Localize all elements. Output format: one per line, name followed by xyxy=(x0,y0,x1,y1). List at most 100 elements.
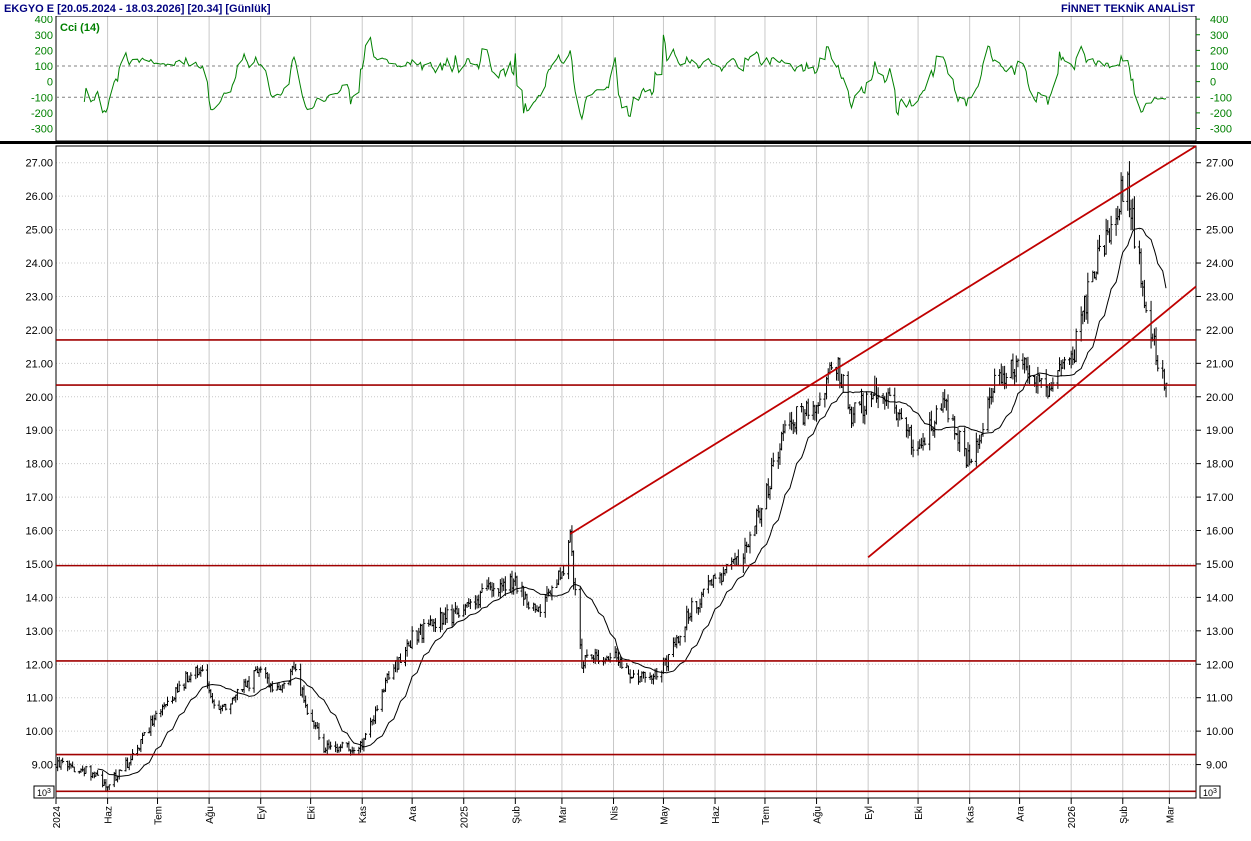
ohlc-bar xyxy=(631,669,635,679)
price-tick-label-left: 10.00 xyxy=(25,726,53,738)
cci-legend: Cci (14) xyxy=(60,22,100,34)
cci-tick-label-left: 0 xyxy=(47,77,53,89)
ohlc-bar xyxy=(457,608,461,618)
ohlc-bar xyxy=(189,672,193,683)
price-tick-label-left: 16.00 xyxy=(25,526,53,538)
ohlc-bar xyxy=(795,406,799,435)
ohlc-bar xyxy=(1063,356,1067,370)
price-tick-label-right: 27.00 xyxy=(1206,158,1234,170)
ohlc-bar xyxy=(923,437,927,446)
panel-divider xyxy=(0,141,1251,144)
x-tick-label: Mar xyxy=(558,805,569,823)
cci-tick-label-right: 200 xyxy=(1210,45,1228,57)
ohlc-bar xyxy=(690,597,694,622)
ohlc-bar xyxy=(643,671,647,683)
cci-tick-label-right: 0 xyxy=(1210,77,1216,89)
trend-lines xyxy=(569,145,1197,558)
ohlc-bar xyxy=(876,387,880,409)
price-tick-label-left: 21.00 xyxy=(25,358,53,370)
price-tick-label-left: 25.00 xyxy=(25,225,53,237)
x-tick-label: Haz xyxy=(104,806,115,824)
x-tick-label: Haz xyxy=(711,806,722,824)
price-tick-label-left: 17.00 xyxy=(25,492,53,504)
ohlc-bar xyxy=(1004,372,1008,389)
cci-tick-label-left: 300 xyxy=(35,30,53,42)
ohlc-bar xyxy=(84,765,88,774)
x-tick-label: Eki xyxy=(307,806,318,820)
ohlc-bar xyxy=(294,663,298,672)
cci-tick-label-left: -100 xyxy=(31,92,53,104)
ohlc-bar xyxy=(1156,355,1160,372)
x-tick-label: Mar xyxy=(1165,805,1176,823)
ohlc-bar xyxy=(503,576,507,596)
price-tick-label-right: 24.00 xyxy=(1206,258,1234,270)
ohlc-bar xyxy=(166,696,170,707)
grid xyxy=(55,16,1196,798)
price-tick-label-left: 27.00 xyxy=(25,158,53,170)
unit-label-left-box xyxy=(33,785,55,799)
ohlc-bar xyxy=(1097,234,1101,252)
ohlc-bar xyxy=(573,577,577,596)
trend-line xyxy=(569,145,1197,535)
price-tick-label-right: 13.00 xyxy=(1206,626,1234,638)
price-tick-label-right: 11.00 xyxy=(1206,693,1233,705)
price-panel: 9.00 9.00 10.00 10.00 11.00 11.00 12.00 12.00 13… xyxy=(25,145,1234,799)
price-tick-label-left: 26.00 xyxy=(25,191,53,203)
ohlc-bar xyxy=(1039,378,1043,388)
price-tick-label-right: 22.00 xyxy=(1206,325,1234,337)
price-tick-label-right: 23.00 xyxy=(1206,291,1234,303)
price-tick-label-left: 22.00 xyxy=(25,325,53,337)
ohlc-bar xyxy=(550,585,554,601)
ohlc-bar xyxy=(177,680,181,693)
x-tick-label: Eki xyxy=(914,806,925,820)
ohlc-bar xyxy=(934,405,938,425)
x-tick-label: May xyxy=(659,806,670,825)
ohlc-bar xyxy=(841,374,845,393)
price-tick-label-right: 14.00 xyxy=(1206,592,1234,604)
x-tick-label: 2024 xyxy=(52,806,63,829)
x-tick-label: Kas xyxy=(358,806,369,823)
ohlc-bar xyxy=(993,368,997,394)
price-tick-label-left: 18.00 xyxy=(25,459,53,471)
ohlc-bar xyxy=(713,573,717,579)
cci-reference-lines xyxy=(56,65,1196,98)
ohlc-bar xyxy=(375,705,379,712)
cci-tick-label-left: -300 xyxy=(31,124,53,136)
unit-label-right: 103 xyxy=(1203,788,1217,798)
ohlc-bar xyxy=(538,604,542,617)
ohlc-bar xyxy=(468,599,472,610)
ohlc-bar xyxy=(72,766,76,773)
x-tick-label: Şub xyxy=(511,806,522,824)
cci-tick-label-right: -300 xyxy=(1210,124,1232,136)
price-tick-label-left: 13.00 xyxy=(25,626,53,638)
cci-tick-label-right: -200 xyxy=(1210,108,1232,120)
chart-header-title: EKGYO E [20.05.2024 - 18.03.2026] [20.34… xyxy=(4,3,271,15)
ohlc-bar xyxy=(830,361,834,370)
ohlc-bar xyxy=(212,699,216,709)
price-panel-frame xyxy=(55,145,1197,799)
ohlc-bar xyxy=(853,402,857,424)
x-tick-label: Tem xyxy=(154,806,165,825)
ohlc-bar xyxy=(585,649,589,658)
ohlc-bar xyxy=(317,722,321,740)
ohlc-bar xyxy=(142,731,146,736)
ohlc-bar xyxy=(1132,196,1136,249)
cci-tick-label-left: 200 xyxy=(35,45,53,57)
price-tick-label-right: 20.00 xyxy=(1206,392,1234,404)
price-tick-label-left: 24.00 xyxy=(25,258,53,270)
price-tick-label-left: 12.00 xyxy=(25,659,53,671)
ohlc-bar xyxy=(200,665,204,672)
ohlc-bar xyxy=(433,618,437,633)
price-tick-label-right: 26.00 xyxy=(1206,191,1234,203)
ohlc-bar xyxy=(492,582,496,597)
ohlc-bar xyxy=(864,391,868,415)
cci-tick-label-left: 100 xyxy=(35,61,53,73)
ohlc-bar xyxy=(422,618,426,643)
price-tick-label-right: 21.00 xyxy=(1206,358,1234,370)
ohlc-bar xyxy=(480,583,484,594)
ohlc-bar xyxy=(620,657,624,669)
ohlc-bar xyxy=(410,626,414,650)
ohlc-bar xyxy=(655,667,659,680)
ohlc-bar xyxy=(678,635,682,646)
